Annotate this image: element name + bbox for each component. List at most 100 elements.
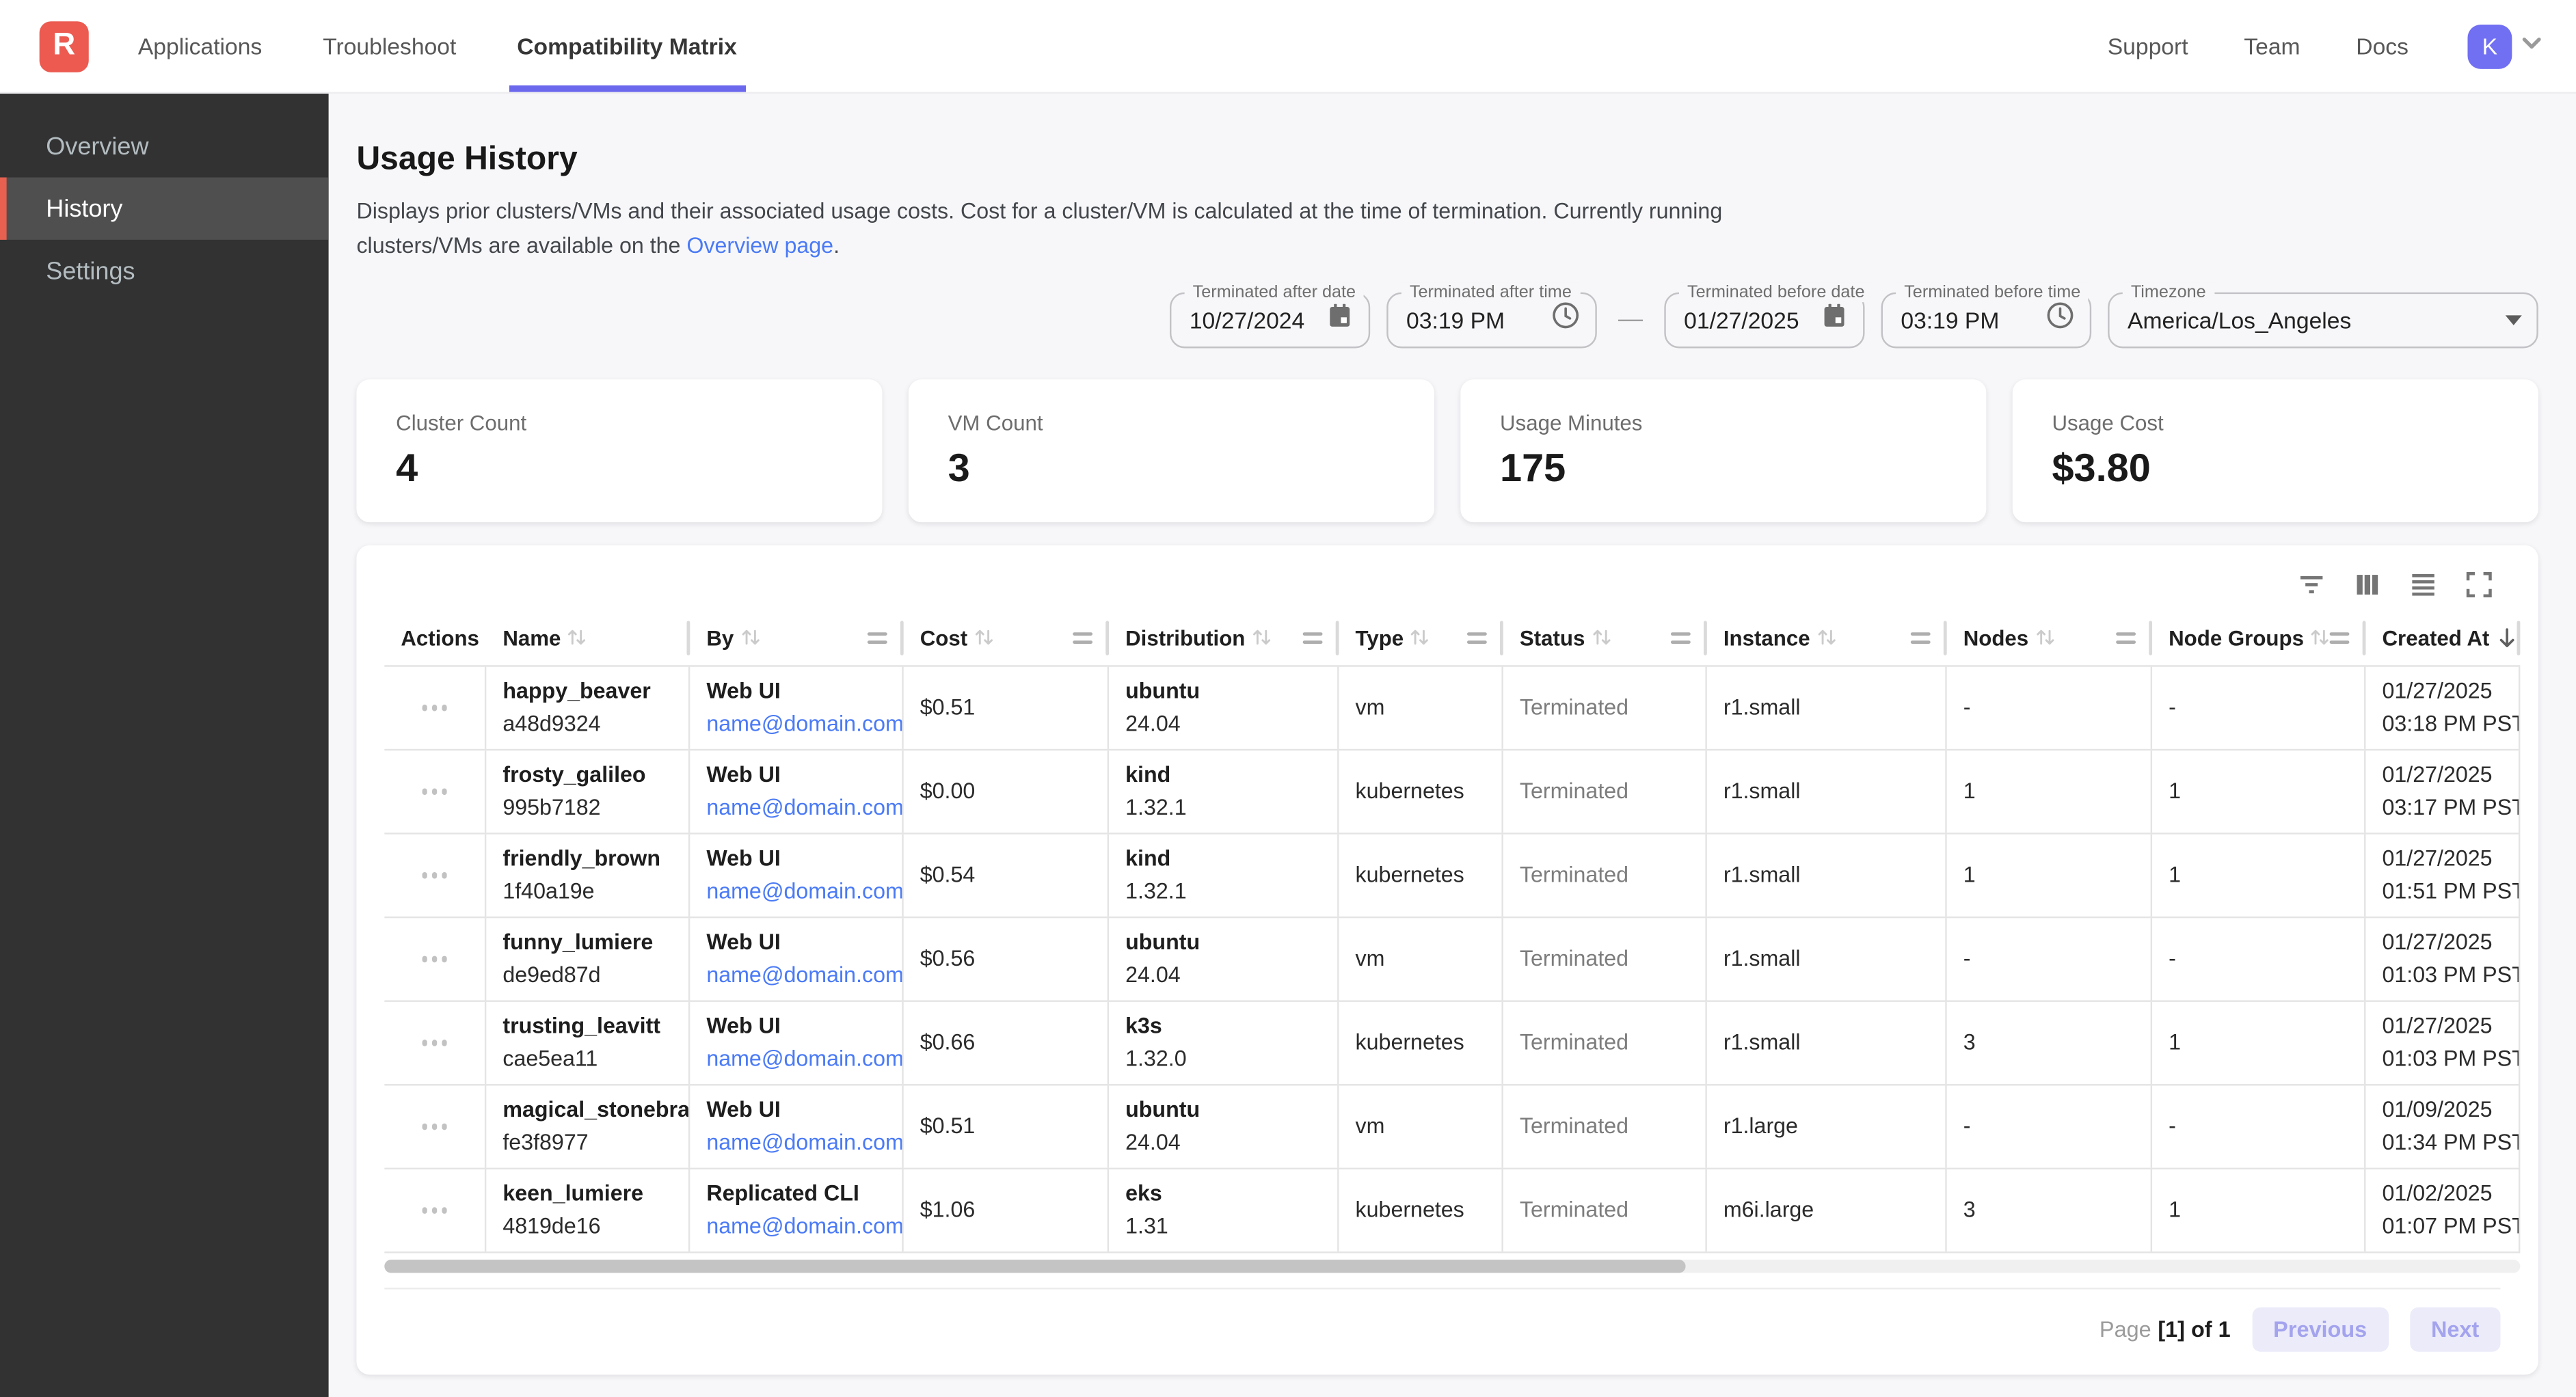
distribution-line2: 24.04 [1125,964,1337,986]
created-by-source: Web UI [706,1100,902,1122]
sidebar-item-history[interactable]: History [0,178,329,240]
cell-name: magical_stonebrakerfe3f8977 [486,1085,690,1167]
avatar[interactable]: K [2467,24,2512,68]
sort-arrows-icon[interactable] [567,626,587,649]
email-link[interactable]: name@domain.com [706,880,902,902]
status-value: Terminated [1520,1032,1706,1054]
scrollbar-thumb[interactable] [384,1260,1685,1273]
row-actions-button[interactable] [412,695,457,720]
filter-icon[interactable] [2297,570,2326,599]
stat-label: Cluster Count [396,410,843,435]
email-link[interactable]: name@domain.com [706,1131,902,1153]
column-menu-icon[interactable] [1073,632,1092,644]
row-actions-button[interactable] [412,946,457,971]
terminated-before-date-field[interactable]: Terminated before date 01/27/2025 [1664,292,1864,348]
row-actions-button[interactable] [412,1114,457,1139]
row-actions-button[interactable] [412,778,457,804]
email-link[interactable]: name@domain.com [706,964,902,986]
clock-icon[interactable] [1551,301,1581,339]
distribution-line2: 24.04 [1125,713,1337,735]
email-link[interactable]: name@domain.com [706,713,902,735]
clock-icon[interactable] [2045,301,2075,339]
email-link[interactable]: name@domain.com [706,796,902,818]
column-header-label: Distribution [1125,625,1245,650]
column-menu-icon[interactable] [1303,632,1323,644]
calendar-icon[interactable] [1326,302,1354,338]
cost-value: $0.00 [920,781,1108,802]
terminated-before-time-value[interactable]: 03:19 PM [1901,307,2045,333]
cell-created-at: 01/02/202501:07 PM PST [2365,1169,2520,1251]
cell-by: Web UIname@domain.com [690,834,903,916]
horizontal-scrollbar[interactable] [384,1260,2520,1273]
row-actions-button[interactable] [412,1030,457,1055]
instance-value: r1.small [1723,696,1945,718]
column-menu-icon[interactable] [1671,632,1691,644]
sort-arrows-icon[interactable] [1592,626,1611,649]
column-header-name[interactable]: Name [486,611,690,665]
column-header-status[interactable]: Status [1503,611,1707,665]
account-menu[interactable]: K [2467,24,2543,68]
caret-down-icon[interactable] [2506,315,2522,325]
sort-arrows-icon[interactable] [2035,626,2055,649]
sidebar-item-settings[interactable]: Settings [0,240,329,302]
cell-node-groups: - [2152,666,2365,748]
tab-compatibility-matrix[interactable]: Compatibility Matrix [513,0,740,92]
nav-link-support[interactable]: Support [2108,33,2188,59]
terminated-before-time-field[interactable]: Terminated before time 03:19 PM [1881,292,2092,348]
column-header-nodes[interactable]: Nodes [1947,611,2152,665]
column-header-distribution[interactable]: Distribution [1109,611,1339,665]
terminated-after-time-field[interactable]: Terminated after time 03:19 PM [1386,292,1597,348]
timezone-value[interactable]: America/Los_Angeles [2128,307,2495,333]
email-link[interactable]: name@domain.com [706,1048,902,1070]
cell-nodes: 3 [1947,1002,2152,1084]
arrow-down-icon[interactable] [2496,625,2519,650]
nav-link-team[interactable]: Team [2244,33,2300,59]
previous-page-button[interactable]: Previous [2252,1307,2389,1352]
sort-arrows-icon[interactable] [974,626,994,649]
next-page-button[interactable]: Next [2410,1307,2501,1352]
nodes-value: - [1963,948,2151,970]
column-header-type[interactable]: Type [1339,611,1503,665]
fullscreen-icon[interactable] [2465,570,2494,599]
row-actions-button[interactable] [412,1197,457,1223]
sidebar-item-overview[interactable]: Overview [0,115,329,177]
terminated-after-time-value[interactable]: 03:19 PM [1406,307,1551,333]
column-header-cost[interactable]: Cost [904,611,1109,665]
email-link[interactable]: name@domain.com [706,1215,902,1237]
tab-troubleshoot[interactable]: Troubleshoot [319,0,459,92]
name-line1: funny_lumiere [502,932,688,954]
terminated-before-date-value[interactable]: 01/27/2025 [1684,307,1820,333]
replicated-logo[interactable]: R [40,21,89,71]
calendar-icon[interactable] [1821,302,1849,338]
sort-arrows-icon[interactable] [1816,626,1836,649]
sort-arrows-icon[interactable] [740,626,760,649]
cell-created-at: 01/27/202503:17 PM PST [2365,750,2520,832]
density-icon[interactable] [2409,570,2438,599]
nav-link-docs[interactable]: Docs [2356,33,2409,59]
cell-distribution: ubuntu24.04 [1109,666,1339,748]
column-menu-icon[interactable] [2330,632,2350,644]
column-header-by[interactable]: By [690,611,903,665]
sort-arrows-icon[interactable] [2311,626,2331,649]
sort-arrows-icon[interactable] [1252,626,1272,649]
column-header-node-groups[interactable]: Node Groups [2152,611,2365,665]
overview-page-link[interactable]: Overview page [686,234,833,258]
timezone-select[interactable]: Timezone America/Los_Angeles [2108,292,2538,348]
column-header-label: By [706,625,734,650]
chevron-down-icon[interactable] [2520,30,2543,62]
name-line2: fe3f8977 [502,1131,688,1153]
column-header-label: Name [502,625,561,650]
column-menu-icon[interactable] [2116,632,2136,644]
grid-toolbar [384,568,2538,601]
terminated-after-date-field[interactable]: Terminated after date 10/27/2024 [1170,292,1370,348]
column-header-instance[interactable]: Instance [1707,611,1947,665]
column-menu-icon[interactable] [1467,632,1487,644]
tab-applications[interactable]: Applications [135,0,265,92]
row-actions-button[interactable] [412,863,457,888]
column-menu-icon[interactable] [868,632,887,644]
sort-arrows-icon[interactable] [1410,626,1430,649]
columns-icon[interactable] [2352,570,2382,599]
column-menu-icon[interactable] [1911,632,1931,644]
column-header-created-at[interactable]: Created At [2365,611,2520,665]
terminated-after-date-value[interactable]: 10/27/2024 [1190,307,1326,333]
